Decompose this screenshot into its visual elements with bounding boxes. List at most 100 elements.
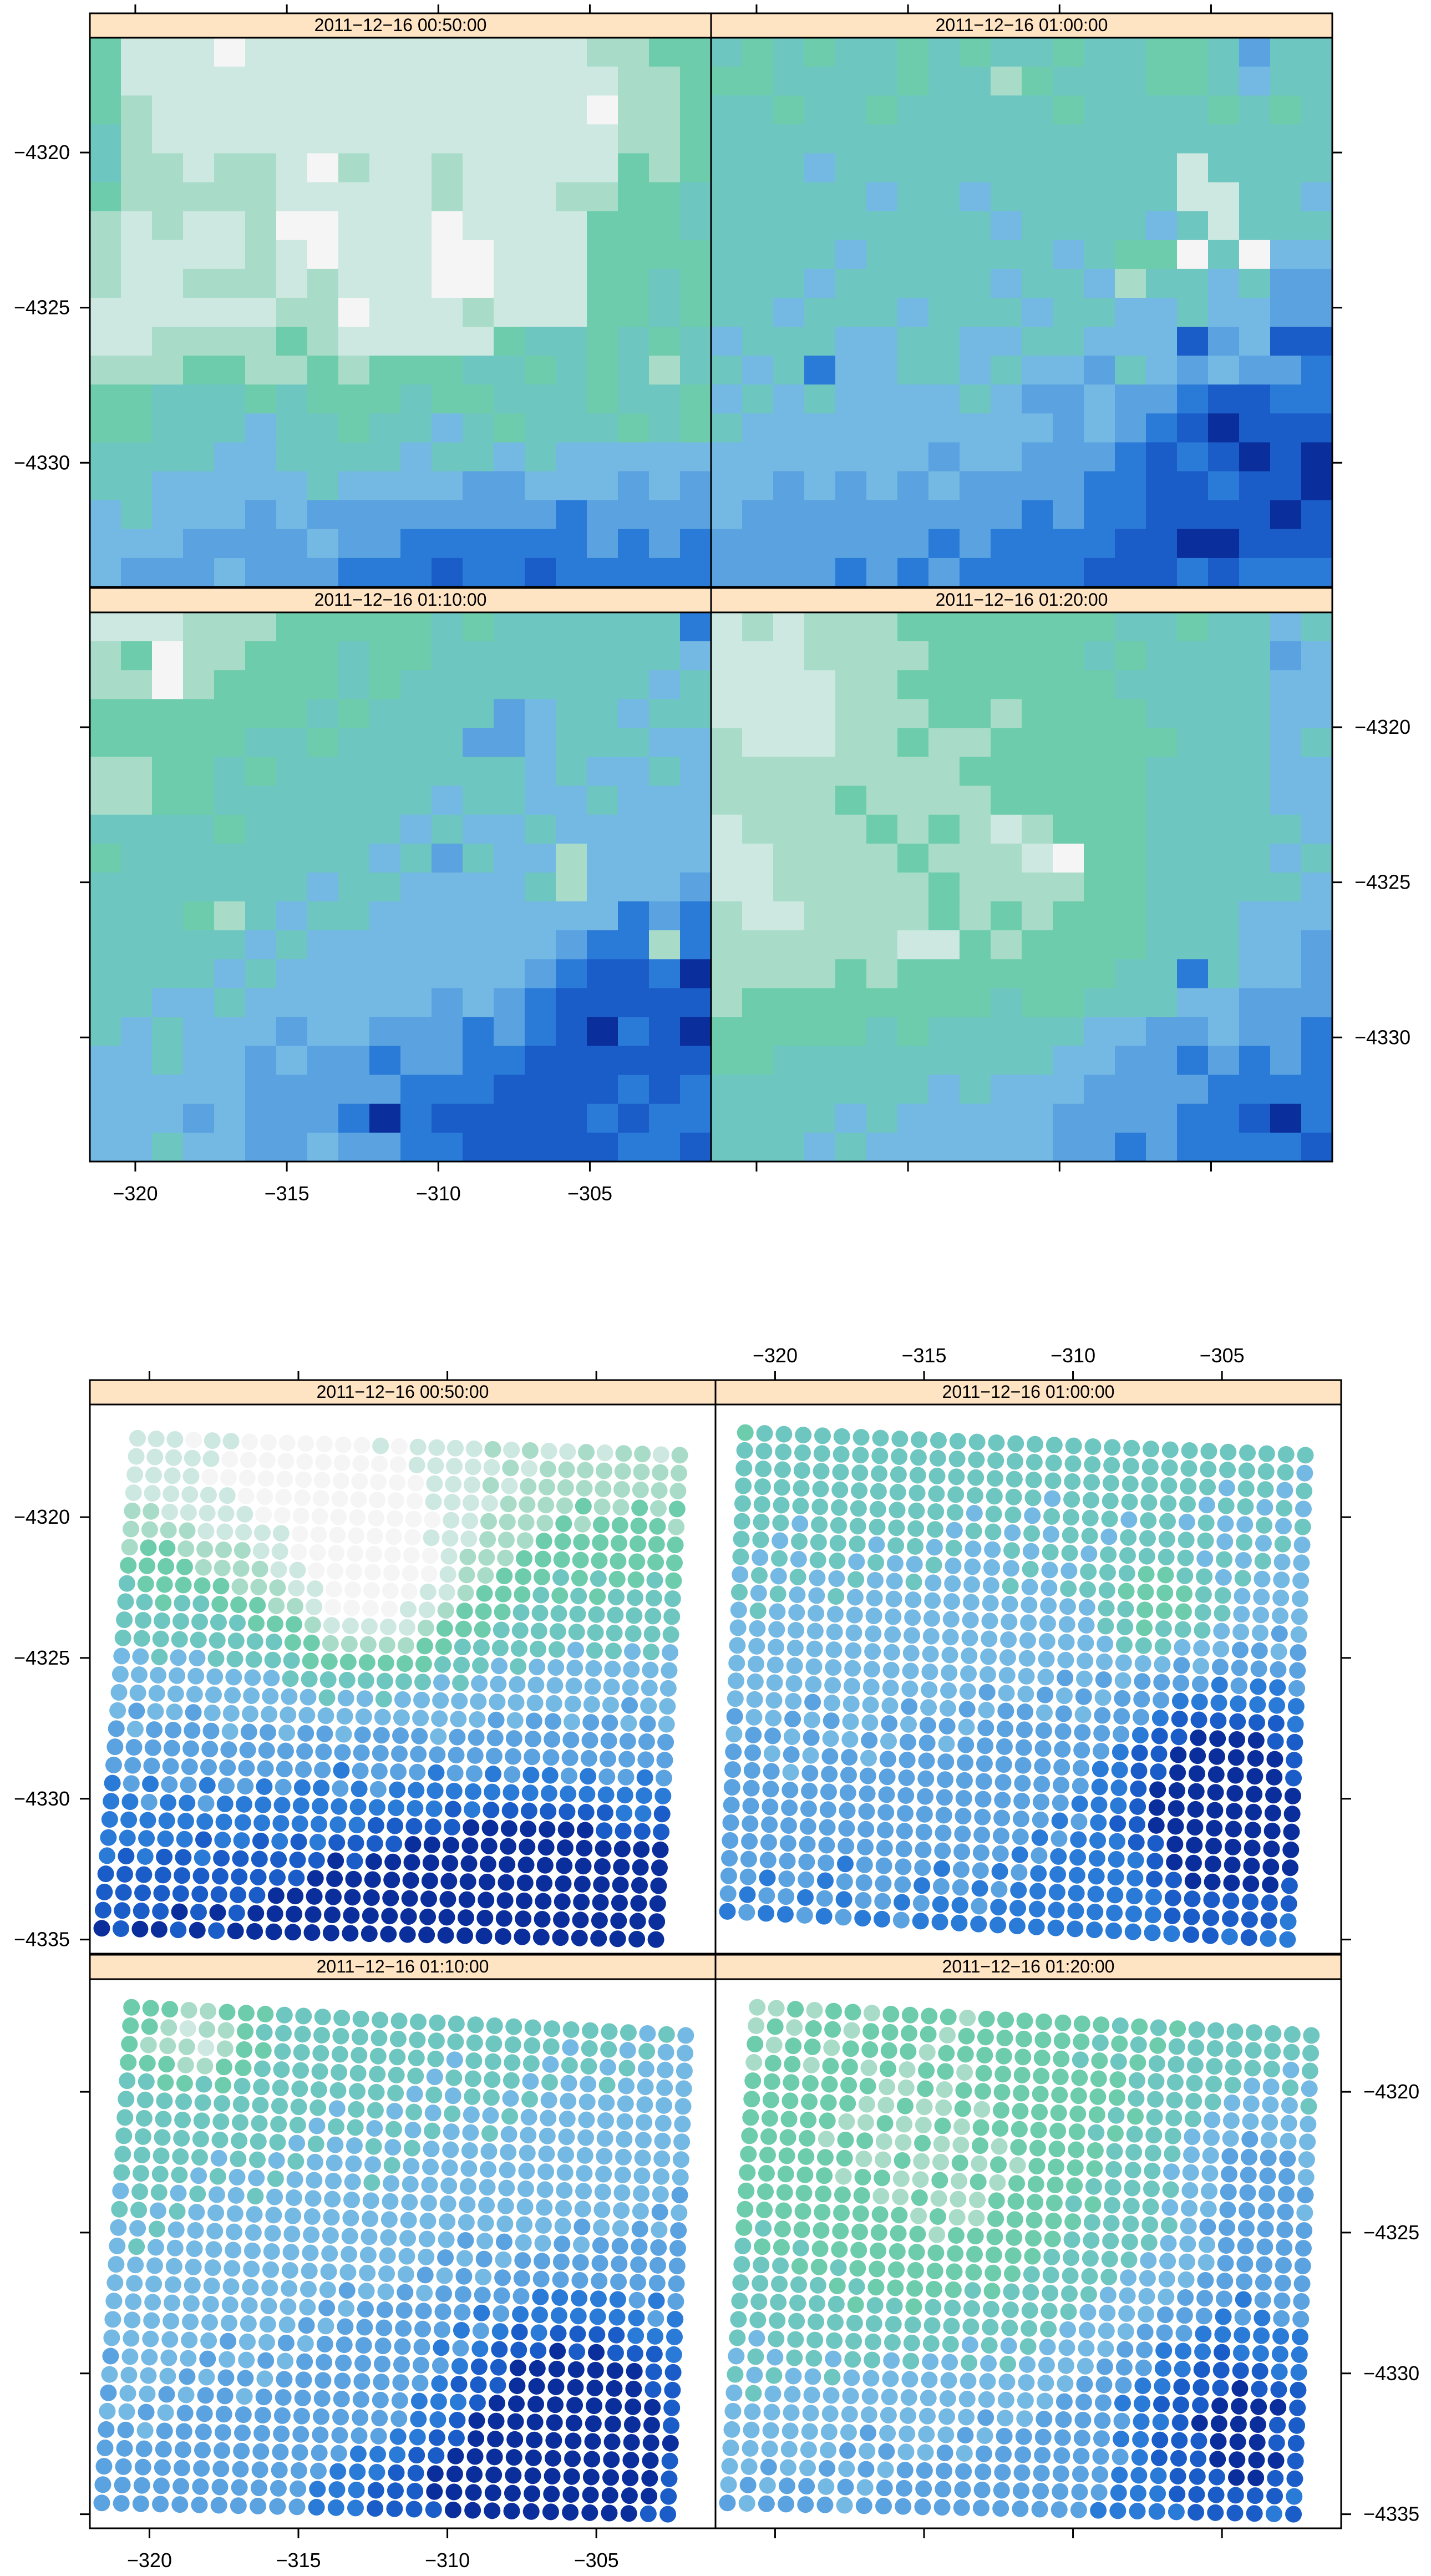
scatter-point (1264, 2043, 1281, 2060)
scatter-point (310, 1526, 327, 1543)
scatter-point (1001, 1613, 1018, 1630)
scatter-point (363, 2174, 380, 2191)
scatter-point (989, 1916, 1006, 1934)
heatmap-cell (773, 699, 805, 729)
scatter-point (881, 1697, 899, 1715)
scatter-point (447, 2033, 464, 2050)
heatmap-cell (152, 814, 184, 844)
scatter-point (374, 2355, 391, 2372)
heatmap-cell (1084, 95, 1115, 125)
scatter-point (885, 1590, 902, 1608)
scatter-point (483, 2089, 500, 2106)
scatter-point (821, 2076, 838, 2093)
heatmap-cell (928, 1046, 960, 1076)
scatter-point (1093, 1742, 1110, 1759)
scatter-point (838, 1838, 855, 1855)
heatmap-cell (649, 699, 681, 729)
scatter-point (558, 2128, 575, 2146)
scatter-point (412, 2375, 429, 2392)
scatter-point (484, 2502, 501, 2519)
heatmap-cell (587, 529, 618, 559)
scatter-point (899, 2407, 916, 2424)
scatter-point (457, 2232, 474, 2249)
scatter-point (628, 2309, 645, 2326)
heatmap-cell (214, 988, 246, 1018)
scatter-point (874, 2169, 891, 2187)
heatmap-cell (1208, 356, 1240, 385)
heatmap-cell (463, 500, 494, 530)
heatmap-cell (121, 500, 153, 530)
scatter-point (998, 1685, 1015, 1702)
heatmap-cell (369, 500, 401, 530)
scatter-point (390, 2410, 408, 2427)
scatter-point (353, 1744, 370, 1761)
scatter-point (449, 2394, 466, 2411)
scatter-point (318, 1689, 336, 1706)
scatter-point (1206, 2040, 1224, 2057)
scatter-point (502, 2090, 519, 2107)
heatmap-cell (1301, 471, 1333, 501)
scatter-point (884, 1626, 901, 1643)
heatmap-cell (214, 38, 246, 67)
scatter-point (454, 1639, 471, 1656)
scatter-point (1092, 2466, 1109, 2483)
heatmap-cell (1177, 901, 1209, 931)
scatter-point (1127, 1852, 1144, 1869)
scatter-point (557, 2146, 575, 2163)
heatmap-cell (1270, 670, 1302, 699)
scatter-point (920, 2390, 937, 2407)
scatter-point (1239, 2202, 1256, 2219)
scatter-point (916, 2098, 933, 2116)
scatter-point (216, 2040, 234, 2057)
heatmap-cell (897, 153, 929, 183)
scatter-point (123, 1999, 140, 2016)
scatter-point (364, 1564, 381, 1581)
scatter-point (481, 2125, 498, 2142)
heatmap-cell (276, 814, 308, 844)
scatter-point (748, 2017, 765, 2034)
heatmap-cell (1022, 785, 1053, 815)
scatter-point (1150, 2019, 1167, 2036)
scatter-point (212, 1578, 230, 1595)
scatter-point (290, 2462, 307, 2479)
heatmap-cell (1115, 612, 1146, 642)
scatter-point (1256, 1517, 1273, 1534)
scatter-point (204, 2259, 221, 2276)
scatter-point (528, 2378, 545, 2395)
scatter-point (1211, 1659, 1229, 1676)
scatter-point (548, 2360, 565, 2377)
scatter-point (385, 1528, 402, 1545)
scatter-point (787, 2331, 804, 2348)
scatter-point (1034, 1758, 1051, 1775)
scatter-point (1125, 2143, 1143, 2161)
heatmap-cell (1239, 670, 1271, 699)
heatmap-cell (494, 1017, 525, 1047)
heatmap-cell (245, 297, 277, 327)
scatter-point (319, 1671, 337, 1688)
scatter-point (313, 1779, 330, 1797)
scatter-point (408, 1782, 425, 1799)
scatter-point (542, 2038, 560, 2055)
heatmap-cell (463, 268, 494, 298)
heatmap-cell (866, 1074, 898, 1104)
scatter-point (592, 1894, 609, 1911)
scatter-point (1028, 2158, 1046, 2175)
scatter-point (1137, 1584, 1154, 1601)
heatmap-cell (1084, 297, 1115, 327)
scatter-point (755, 2220, 772, 2237)
scatter-point (991, 1863, 1008, 1880)
scatter-point (197, 1795, 215, 1812)
heatmap-cell (494, 814, 525, 844)
heatmap-cell (276, 728, 308, 758)
scatter-point (135, 1612, 152, 1629)
heatmap-cell (183, 557, 215, 587)
scatter-point (303, 2208, 321, 2225)
scatter-point (593, 2201, 611, 2218)
scatter-point (427, 1782, 444, 1799)
scatter-point (291, 2444, 308, 2461)
heatmap-cell (1270, 240, 1302, 270)
scatter-point (208, 1922, 225, 1939)
heatmap-cell (618, 988, 649, 1018)
heatmap-cell (835, 757, 867, 787)
heatmap-cell (463, 843, 494, 873)
